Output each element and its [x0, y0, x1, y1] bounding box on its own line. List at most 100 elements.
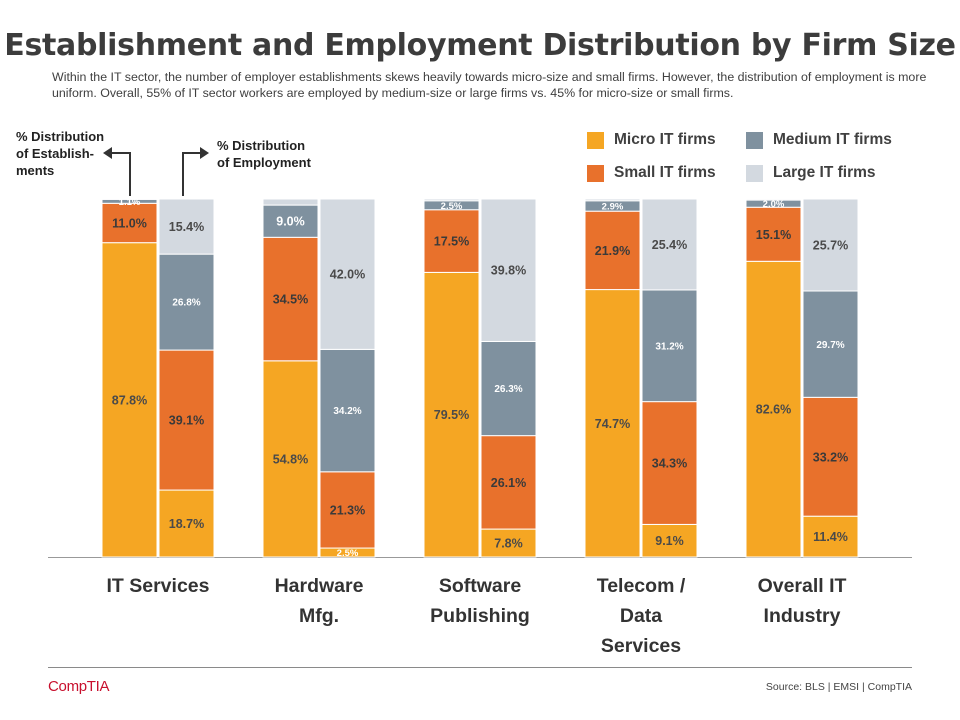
employment-annotation-line-1: % Distribution	[217, 138, 306, 153]
bar-employment-micro-4	[802, 515, 859, 558]
employment-annotation-line-2: of Employment	[217, 155, 311, 170]
bar-employment-medium-3	[641, 289, 698, 403]
bar-employment-medium-0	[158, 253, 215, 351]
source-note: Source: BLS | EMSI | CompTIA	[765, 681, 912, 693]
data-label-establishments-medium-2: 2.5%	[441, 201, 463, 212]
footer-divider	[48, 667, 912, 668]
establishments-annotation-line-3: ments	[16, 163, 55, 178]
bar-establishments-micro-1	[262, 360, 319, 558]
data-label-employment-small-2: 26.1%	[491, 476, 526, 490]
bar-employment-micro-0	[158, 489, 215, 558]
data-label-employment-large-2: 39.8%	[491, 264, 526, 278]
data-label-employment-micro-1: 2.5%	[337, 548, 359, 559]
data-label-employment-medium-0: 26.8%	[172, 298, 200, 309]
data-label-establishments-small-4: 15.1%	[756, 228, 791, 242]
bar-establishments-large-4	[745, 198, 802, 201]
legend-medium: Medium IT firms	[746, 131, 892, 149]
category-label-4-line-0: Overall IT	[758, 575, 847, 597]
bar-establishments-large-1	[262, 198, 319, 206]
bar-establishments-micro-3	[584, 289, 641, 558]
data-label-employment-large-4: 25.7%	[813, 239, 848, 253]
legend-micro-swatch	[587, 131, 604, 149]
bar-employment-small-3	[641, 401, 698, 525]
bar-employment-medium-4	[802, 290, 859, 398]
data-label-establishments-medium-3: 2.9%	[602, 201, 624, 212]
category-label-3-line-2: Services	[601, 635, 681, 657]
bar-establishments-large-3	[584, 198, 641, 202]
data-label-employment-micro-0: 18.7%	[169, 517, 204, 531]
data-label-establishments-medium-4: 2.0%	[763, 199, 785, 210]
bar-employment-small-1	[319, 471, 376, 549]
data-label-employment-small-0: 39.1%	[169, 414, 204, 428]
data-label-employment-small-1: 21.3%	[330, 503, 365, 517]
bar-establishments-medium-1	[262, 204, 319, 238]
data-label-employment-large-1: 42.0%	[330, 268, 365, 282]
legend-micro: Micro IT firms	[587, 131, 716, 149]
bar-employment-large-3	[641, 198, 698, 291]
legend-small: Small IT firms	[587, 164, 716, 182]
category-label-2-line-0: Software	[439, 575, 522, 597]
page-subtitle: Within the IT sector, the number of empl…	[52, 70, 927, 100]
data-label-establishments-small-3: 21.9%	[595, 244, 630, 258]
data-label-establishments-micro-1: 54.8%	[273, 452, 308, 466]
bar-employment-large-2	[480, 198, 537, 342]
category-label-1-line-0: Hardware	[275, 575, 364, 597]
data-label-employment-medium-1: 34.2%	[333, 406, 361, 417]
bar-employment-large-1	[319, 198, 376, 350]
legend-micro-label: Micro IT firms	[614, 131, 716, 148]
employment-arrow-line	[182, 152, 203, 196]
establishments-annotation: % Distribution of Establish- ments	[16, 128, 104, 179]
employment-annotation: % Distribution of Employment	[217, 137, 311, 171]
bar-employment-micro-2	[480, 528, 537, 558]
data-label-employment-micro-4: 11.4%	[813, 530, 848, 544]
bar-employment-small-0	[158, 349, 215, 491]
establishments-annotation-line-1: % Distribution	[16, 129, 105, 144]
bar-establishments-small-3	[584, 210, 641, 291]
legend-small-label: Small IT firms	[614, 164, 716, 181]
data-label-establishments-micro-3: 74.7%	[595, 417, 630, 431]
bar-establishments-micro-2	[423, 271, 480, 558]
data-label-employment-large-3: 25.4%	[652, 238, 687, 252]
comptia-logo: CompTIA	[48, 678, 110, 695]
bar-establishments-small-1	[262, 236, 319, 362]
bar-establishments-micro-0	[101, 242, 158, 558]
bar-establishments-small-2	[423, 209, 480, 273]
bar-establishments-small-0	[101, 202, 158, 244]
data-label-employment-medium-2: 26.3%	[494, 384, 522, 395]
bar-employment-small-4	[802, 396, 859, 517]
category-label-0-line-0: IT Services	[107, 575, 210, 597]
bar-establishments-large-2	[423, 198, 480, 202]
establishments-arrow-head	[103, 147, 112, 159]
data-label-establishments-small-1: 34.5%	[273, 293, 308, 307]
bar-employment-medium-1	[319, 348, 376, 473]
bar-employment-large-0	[158, 198, 215, 255]
category-label-2-line-1: Publishing	[430, 605, 530, 627]
data-label-employment-micro-2: 7.8%	[494, 537, 523, 551]
legend-medium-label: Medium IT firms	[773, 131, 892, 148]
data-label-establishments-medium-1: 9.0%	[276, 215, 305, 229]
data-label-employment-small-3: 34.3%	[652, 457, 687, 471]
data-label-employment-small-4: 33.2%	[813, 450, 848, 464]
legend-large: Large IT firms	[746, 164, 876, 182]
category-label-3-line-1: Data	[620, 605, 662, 627]
employment-arrow-head	[200, 147, 209, 159]
page-title: Establishment and Employment Distributio…	[4, 28, 956, 63]
data-label-establishments-micro-4: 82.6%	[756, 403, 791, 417]
category-label-4-line-1: Industry	[764, 605, 841, 627]
legend-small-swatch	[587, 164, 604, 182]
establishments-annotation-line-2: of Establish-	[16, 146, 95, 161]
bar-employment-large-4	[802, 198, 859, 292]
data-label-employment-medium-3: 31.2%	[655, 341, 683, 352]
data-label-establishments-micro-2: 79.5%	[434, 408, 469, 422]
category-label-1-line-1: Mfg.	[299, 605, 339, 627]
data-label-establishments-micro-0: 87.8%	[112, 393, 147, 407]
data-label-employment-large-0: 15.4%	[169, 220, 204, 234]
establishments-arrow-line	[109, 152, 131, 196]
data-label-employment-medium-4: 29.7%	[816, 340, 844, 351]
bar-employment-medium-2	[480, 340, 537, 437]
category-label-3-line-0: Telecom /	[597, 575, 686, 597]
data-label-establishments-medium-0: 1.1%	[119, 197, 141, 208]
legend-large-swatch	[746, 164, 763, 182]
legend-large-label: Large IT firms	[773, 164, 876, 181]
